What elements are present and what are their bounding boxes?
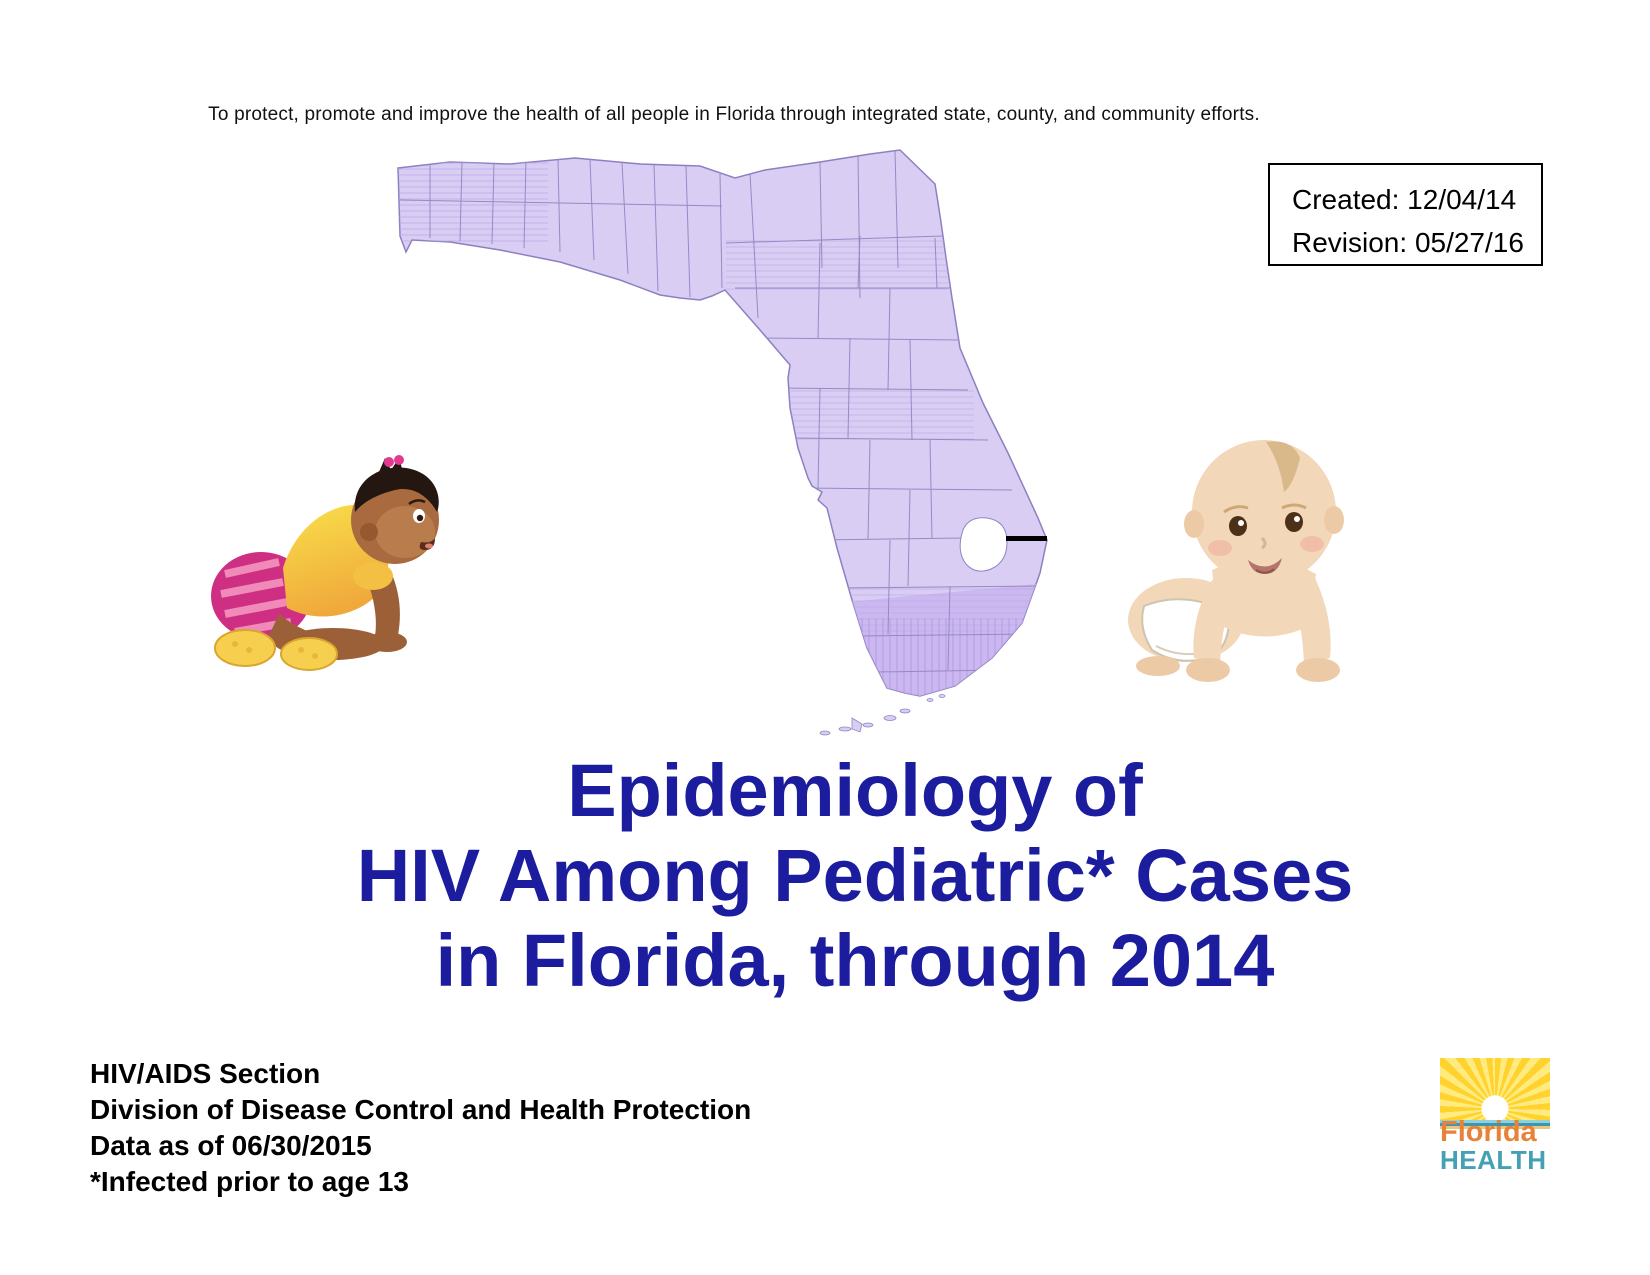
sunburst-icon [1440,1058,1550,1120]
water-band-icon [1440,1120,1550,1129]
title-line-1: Epidemiology of [567,749,1143,832]
logo-health-text: HEALTH [1440,1145,1547,1175]
footer-footnote-line: *Infected prior to age 13 [90,1166,409,1197]
florida-map-svg [397,149,1048,736]
created-revision-box: Created: 12/04/14 Revision: 05/27/16 [1268,163,1543,266]
baby-illustration-right-icon [1116,420,1364,688]
florida-health-logo: Florida HEALTH [1440,1058,1550,1174]
footer-section-line: HIV/AIDS Section [90,1058,321,1089]
florida-county-map-icon [390,148,1050,748]
revision-date: Revision: 05/27/16 [1292,227,1524,258]
logo-florida-text: Florida [1440,1116,1537,1148]
lake-okeechobee [959,517,1008,572]
baby-illustration-left-icon [183,436,451,674]
title-line-2: HIV Among Pediatric* Cases [356,834,1354,917]
title-line-3: in Florida, through 2014 [435,919,1275,1002]
footer-division-line: Division of Disease Control and Health P… [90,1094,752,1125]
mission-statement: To protect, promote and improve the heal… [208,104,1260,125]
footer-data-date-line: Data as of 06/30/2015 [90,1130,372,1161]
created-date: Created: 12/04/14 [1292,184,1517,215]
slide-title: Epidemiology of HIV Among Pediatric* Cas… [60,748,1650,1003]
footer-text-block: HIV/AIDS Section Division of Disease Con… [90,1056,751,1200]
map-black-line [1006,536,1047,541]
